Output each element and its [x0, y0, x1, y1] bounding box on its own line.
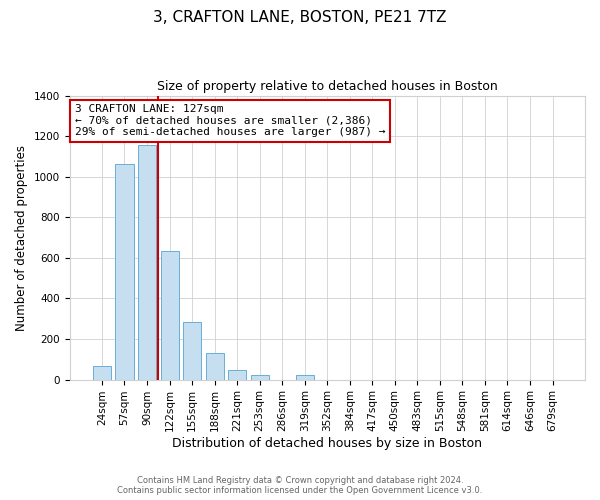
Text: Contains HM Land Registry data © Crown copyright and database right 2024.
Contai: Contains HM Land Registry data © Crown c… — [118, 476, 482, 495]
X-axis label: Distribution of detached houses by size in Boston: Distribution of detached houses by size … — [172, 437, 482, 450]
Title: Size of property relative to detached houses in Boston: Size of property relative to detached ho… — [157, 80, 497, 93]
Bar — [93, 366, 111, 380]
Text: 3 CRAFTON LANE: 127sqm
← 70% of detached houses are smaller (2,386)
29% of semi-: 3 CRAFTON LANE: 127sqm ← 70% of detached… — [74, 104, 385, 138]
Bar — [296, 375, 314, 380]
Bar — [251, 375, 269, 380]
Bar — [206, 353, 224, 380]
Y-axis label: Number of detached properties: Number of detached properties — [15, 144, 28, 330]
Bar — [115, 164, 134, 380]
Bar — [161, 251, 179, 380]
Bar — [138, 146, 156, 380]
Text: 3, CRAFTON LANE, BOSTON, PE21 7TZ: 3, CRAFTON LANE, BOSTON, PE21 7TZ — [153, 10, 447, 25]
Bar — [183, 322, 201, 380]
Bar — [228, 370, 246, 380]
